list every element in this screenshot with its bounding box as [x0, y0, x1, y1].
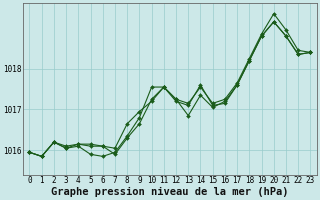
X-axis label: Graphe pression niveau de la mer (hPa): Graphe pression niveau de la mer (hPa)	[51, 186, 289, 197]
